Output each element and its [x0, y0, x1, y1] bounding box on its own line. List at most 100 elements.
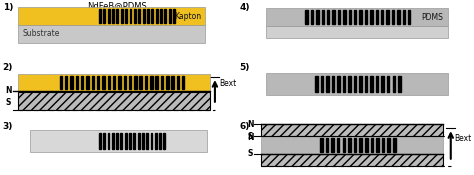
- Bar: [337, 138, 339, 152]
- Bar: [134, 76, 137, 89]
- Bar: [387, 138, 390, 152]
- Text: 1): 1): [3, 4, 13, 12]
- Bar: [343, 10, 346, 24]
- Bar: [305, 10, 308, 24]
- Bar: [129, 133, 131, 149]
- Bar: [365, 76, 367, 92]
- Bar: [86, 76, 89, 89]
- Bar: [146, 133, 148, 149]
- Bar: [365, 138, 367, 152]
- Text: Kapton: Kapton: [174, 12, 201, 21]
- Bar: [160, 9, 162, 23]
- Bar: [266, 73, 448, 95]
- Bar: [151, 9, 153, 23]
- Bar: [30, 130, 207, 152]
- Text: 6): 6): [239, 122, 250, 131]
- Bar: [348, 10, 351, 24]
- Bar: [261, 136, 443, 154]
- Bar: [315, 76, 318, 92]
- Bar: [354, 76, 356, 92]
- Bar: [60, 76, 62, 89]
- Bar: [113, 76, 115, 89]
- Bar: [139, 76, 142, 89]
- Bar: [316, 10, 319, 24]
- Bar: [121, 9, 123, 23]
- Text: Substrate: Substrate: [22, 29, 60, 38]
- Bar: [161, 76, 163, 89]
- Bar: [134, 9, 136, 23]
- Bar: [321, 10, 324, 24]
- Bar: [164, 133, 165, 149]
- Bar: [103, 133, 105, 149]
- Bar: [147, 9, 149, 23]
- Text: 2): 2): [3, 63, 13, 72]
- Bar: [18, 92, 210, 110]
- Bar: [116, 133, 118, 149]
- Bar: [97, 76, 100, 89]
- Bar: [159, 133, 161, 149]
- Bar: [381, 10, 383, 24]
- Bar: [145, 76, 147, 89]
- Text: S: S: [6, 98, 11, 107]
- Bar: [382, 138, 384, 152]
- Bar: [125, 133, 127, 149]
- Bar: [365, 10, 367, 24]
- Bar: [397, 10, 400, 24]
- Bar: [321, 76, 323, 92]
- Bar: [173, 9, 175, 23]
- Text: S: S: [247, 149, 253, 158]
- Bar: [133, 133, 135, 149]
- Bar: [371, 138, 373, 152]
- Bar: [112, 9, 114, 23]
- Bar: [370, 10, 373, 24]
- Bar: [120, 133, 122, 149]
- Bar: [91, 76, 94, 89]
- Bar: [172, 76, 174, 89]
- Bar: [370, 76, 373, 92]
- Text: S: S: [247, 132, 253, 141]
- Bar: [143, 9, 145, 23]
- Bar: [112, 133, 114, 149]
- Bar: [65, 76, 67, 89]
- Bar: [376, 138, 379, 152]
- Bar: [337, 76, 340, 92]
- Bar: [359, 76, 362, 92]
- Bar: [18, 7, 205, 25]
- Text: 4): 4): [239, 4, 250, 12]
- Bar: [393, 138, 396, 152]
- Bar: [348, 138, 351, 152]
- Bar: [177, 76, 179, 89]
- Bar: [327, 10, 329, 24]
- Bar: [354, 10, 356, 24]
- Bar: [137, 133, 139, 149]
- Bar: [382, 76, 384, 92]
- Bar: [261, 154, 443, 166]
- Bar: [18, 74, 210, 91]
- Text: PDMS: PDMS: [421, 13, 443, 22]
- Bar: [348, 76, 351, 92]
- Bar: [108, 133, 109, 149]
- Text: N: N: [247, 133, 254, 142]
- Bar: [387, 76, 390, 92]
- Bar: [182, 76, 184, 89]
- Bar: [70, 76, 73, 89]
- Bar: [81, 76, 83, 89]
- Text: NdFeB@PDMS: NdFeB@PDMS: [87, 2, 146, 10]
- Bar: [99, 133, 101, 149]
- Text: N: N: [5, 86, 12, 95]
- Bar: [266, 26, 448, 38]
- Text: Bext: Bext: [219, 79, 236, 88]
- Bar: [402, 10, 405, 24]
- Bar: [118, 76, 120, 89]
- Bar: [311, 10, 313, 24]
- Bar: [169, 9, 171, 23]
- Bar: [326, 76, 328, 92]
- Bar: [117, 9, 118, 23]
- Bar: [320, 138, 323, 152]
- Bar: [108, 76, 110, 89]
- Bar: [102, 76, 105, 89]
- Text: 3): 3): [3, 122, 13, 131]
- Bar: [155, 133, 157, 149]
- Bar: [386, 10, 389, 24]
- Bar: [150, 76, 153, 89]
